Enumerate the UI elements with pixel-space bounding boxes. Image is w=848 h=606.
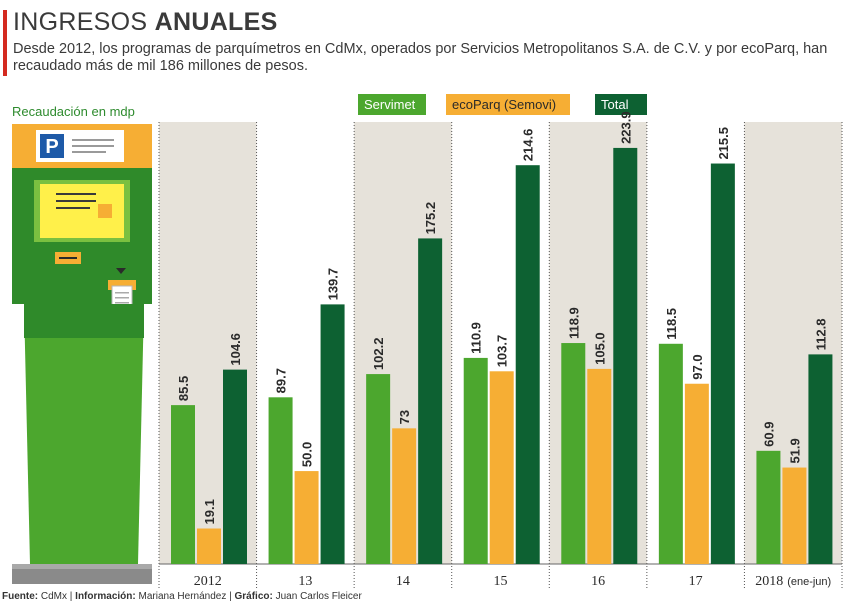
data-label-total-14: 175.2: [423, 202, 438, 235]
data-label-total-16: 223.9: [618, 111, 633, 144]
parking-meter-illustration: P: [12, 124, 152, 584]
legend-ecoparq: ecoParq (Semovi): [446, 94, 570, 115]
bar-servimet-15: [463, 357, 488, 564]
data-label-servimet-2018: 60.9: [761, 422, 776, 447]
parking-sign-letter: P: [45, 136, 58, 158]
data-label-ecoparq-16: 105.0: [592, 332, 607, 365]
data-label-ecoparq-17: 97.0: [690, 354, 705, 379]
data-label-servimet-14: 102.2: [371, 338, 386, 371]
bar-ecoparq-13: [294, 471, 319, 564]
data-label-total-15: 214.6: [521, 129, 536, 162]
bar-total-13: [320, 304, 345, 564]
data-label-servimet-2012: 85.5: [176, 376, 191, 401]
footer-source: CdMx: [40, 591, 68, 602]
footer-source-label: Fuente:: [2, 591, 39, 602]
bar-total-2012: [223, 369, 247, 564]
data-label-total-2012: 104.6: [228, 333, 243, 366]
legend-total: Total: [595, 94, 647, 115]
bar-total-15: [515, 165, 540, 564]
ticket-arrow-icon: [116, 268, 126, 274]
legend-servimet: Servimet: [358, 94, 426, 115]
footer-credits: Fuente: CdMx | Información: Mariana Hern…: [2, 591, 362, 602]
bar-ecoparq-17: [684, 383, 709, 564]
bar-total-17: [710, 163, 735, 564]
bar-ecoparq-14: [392, 428, 417, 564]
bar-total-2018: [808, 354, 833, 564]
x-tick-label-2018: 2018 (ene-jun): [755, 574, 831, 589]
bar-ecoparq-15: [489, 371, 514, 564]
bar-total-14: [418, 238, 443, 565]
data-label-ecoparq-14: 73: [397, 410, 412, 424]
data-label-ecoparq-15: 103.7: [495, 335, 510, 368]
parking-sign-icon: [40, 134, 64, 158]
x-tick-label-15: 15: [494, 574, 508, 589]
footer-info: Mariana Hernández: [138, 591, 227, 602]
x-tick-label-14: 14: [396, 574, 410, 589]
data-label-ecoparq-13: 50.0: [300, 442, 315, 467]
y-axis-label: Recaudación en mdp: [12, 104, 135, 119]
data-label-ecoparq-2012: 19.1: [202, 499, 217, 524]
bar-ecoparq-2018: [782, 467, 807, 564]
bar-servimet-2018: [756, 450, 781, 564]
data-label-servimet-13: 89.7: [274, 368, 289, 393]
footer-graphic: Juan Carlos Fleicer: [275, 591, 362, 602]
data-label-total-13: 139.7: [326, 268, 341, 301]
bar-ecoparq-2012: [197, 528, 221, 564]
footer-info-label: Información:: [75, 591, 136, 602]
footer-graphic-label: Gráfico:: [234, 591, 273, 602]
title-bold: ANUALES: [154, 8, 278, 36]
data-label-servimet-16: 118.9: [566, 307, 581, 339]
bar-servimet-16: [561, 343, 586, 564]
chart-subtitle: Desde 2012, los programas de parquímetro…: [13, 41, 828, 74]
data-label-servimet-15: 110.9: [469, 322, 484, 354]
x-tick-label-13: 13: [298, 574, 312, 589]
bar-total-16: [613, 147, 638, 564]
data-label-total-2018: 112.8: [813, 319, 828, 351]
chart-title: INGRESOS ANUALES: [13, 7, 278, 37]
x-tick-label-17: 17: [689, 574, 703, 589]
data-label-ecoparq-2018: 51.9: [787, 438, 802, 463]
meter-pedestal: [24, 304, 144, 564]
title-light: INGRESOS: [13, 8, 148, 36]
bar-servimet-14: [366, 374, 391, 564]
x-tick-label-2012: 2012: [194, 574, 222, 589]
data-label-servimet-17: 118.5: [664, 308, 679, 340]
bar-servimet-17: [658, 343, 683, 564]
title-accent-bar: [3, 10, 7, 76]
data-label-total-17: 215.5: [716, 127, 731, 160]
bar-servimet-2012: [171, 405, 195, 564]
bar-servimet-13: [268, 397, 293, 564]
bar-ecoparq-16: [587, 368, 612, 564]
x-tick-label-16: 16: [591, 574, 605, 589]
